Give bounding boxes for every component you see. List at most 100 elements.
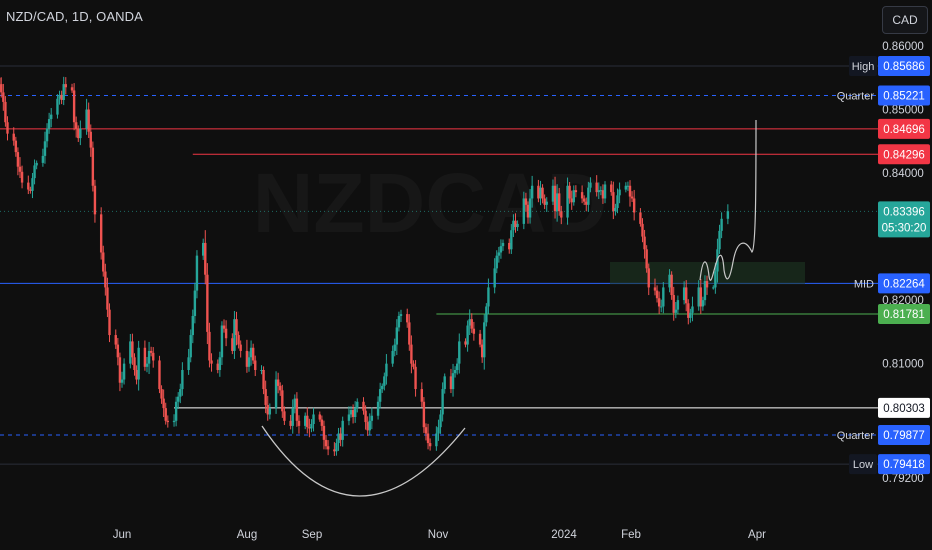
price-tick-label: 0.86000: [882, 41, 924, 53]
candle-body: [530, 185, 534, 199]
candle-body: [274, 379, 278, 409]
candle-body: [251, 347, 255, 361]
candle-body: [160, 389, 163, 399]
candle-body: [118, 357, 122, 383]
rounding-bottom-curve: [261, 425, 466, 497]
candle-body: [264, 389, 267, 405]
demand-zone: [610, 262, 805, 285]
candle-body: [381, 385, 384, 390]
candle-body: [685, 287, 688, 304]
candle-body: [108, 309, 111, 336]
candle-body: [539, 187, 542, 199]
candle-body: [478, 333, 482, 345]
candle-body: [2, 92, 5, 102]
candle-body: [77, 128, 80, 139]
candle-body: [43, 141, 47, 156]
candle-body: [582, 198, 586, 202]
time-axis: Jun Aug Sep Nov 2024 Feb Apr: [113, 529, 766, 541]
candle-body: [318, 414, 321, 420]
candle-body: [326, 446, 330, 450]
candle-body: [245, 350, 249, 367]
price-tag-value: 0.81781: [883, 309, 925, 321]
candle-body: [201, 242, 205, 256]
candle-body: [699, 287, 702, 307]
candle-body: [483, 322, 486, 358]
candle-body: [237, 335, 240, 345]
candle-body: [676, 300, 680, 310]
currency-button[interactable]: CAD: [882, 6, 928, 34]
candle-body: [93, 185, 97, 215]
candle-body: [674, 309, 678, 313]
price-axis[interactable]: 0.860000.850000.840000.820000.810000.792…: [882, 41, 924, 485]
candle-body: [208, 331, 211, 361]
candle-body: [528, 198, 532, 218]
candle-body: [172, 420, 176, 423]
candle-body: [645, 249, 648, 269]
candle-body: [616, 195, 619, 208]
candle-body: [472, 328, 476, 334]
candle-body: [181, 370, 184, 390]
candle-body: [553, 185, 557, 212]
candle-body: [187, 357, 190, 370]
candle-body: [35, 162, 38, 166]
projection-path: [699, 119, 757, 281]
candle-body: [726, 211, 730, 219]
candle-body: [74, 122, 78, 129]
candle-body: [487, 287, 490, 307]
candle-body: [455, 363, 459, 370]
candle-body: [603, 184, 607, 199]
candle-body: [558, 193, 561, 212]
candle-body: [133, 357, 136, 370]
candle-body: [166, 420, 170, 423]
candle-body: [14, 140, 18, 153]
candle-body: [99, 214, 103, 253]
candle-body: [720, 218, 723, 231]
candle-body: [449, 376, 453, 390]
candle-body: [522, 198, 526, 224]
candle-body: [437, 427, 440, 434]
candle-body: [639, 212, 642, 224]
candle-body: [353, 408, 357, 418]
candle-body: [29, 189, 32, 191]
candle-body: [385, 363, 388, 377]
candle-body: [116, 344, 120, 358]
candle-body: [399, 314, 403, 316]
candle-body: [705, 281, 709, 288]
candle-body: [12, 133, 15, 141]
candle-body: [453, 370, 457, 374]
price-tag-value: 0.85221: [883, 90, 925, 102]
candle-body: [120, 379, 124, 383]
candle-body: [56, 98, 59, 115]
candle-body: [85, 109, 88, 129]
time-tick-label: Jun: [113, 529, 132, 541]
time-tick-label: Nov: [428, 529, 449, 541]
zone-layer: [610, 262, 805, 285]
candle-body: [691, 306, 694, 313]
candle-body: [291, 408, 294, 426]
last-price-value: 0.83396: [883, 206, 925, 218]
candle-body: [152, 352, 155, 361]
candle-body: [50, 114, 53, 120]
candle-body: [599, 190, 603, 192]
price-labels: 0.85686 High 0.85221 Quarter 0.84696 0.84296 0…: [0, 55, 930, 475]
candle-body: [412, 363, 415, 367]
candle-body: [351, 410, 355, 418]
drawings-layer: [261, 119, 757, 497]
candle-body: [279, 385, 282, 391]
candle-body: [281, 390, 284, 412]
level-name-label: Quarter: [837, 90, 875, 102]
candle-body: [641, 223, 644, 237]
candle-body: [0, 84, 3, 93]
price-tag: [878, 273, 930, 294]
candle-body: [439, 414, 442, 428]
candle-body: [347, 414, 351, 421]
candle-body: [670, 274, 673, 296]
candle-body: [370, 415, 374, 421]
candle-body: [647, 268, 650, 288]
candle-body: [308, 427, 311, 429]
candle-body: [349, 410, 353, 415]
candle-body: [510, 230, 513, 250]
price-tag: [878, 304, 930, 325]
candle-body: [312, 414, 315, 424]
